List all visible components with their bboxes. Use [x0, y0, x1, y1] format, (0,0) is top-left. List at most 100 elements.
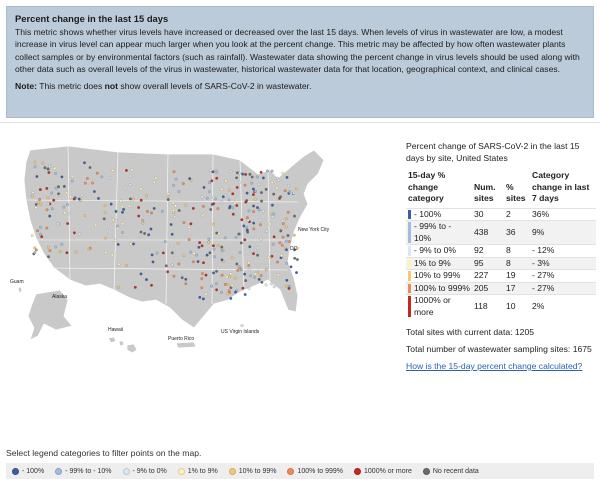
site-dot[interactable] — [187, 225, 191, 229]
site-dot[interactable] — [122, 207, 125, 211]
site-dot[interactable] — [209, 168, 213, 172]
site-dot[interactable] — [121, 222, 124, 226]
us-map[interactable]: New York City DC Guam Alaska Hawaii Puer… — [8, 140, 380, 365]
site-dot[interactable] — [276, 260, 279, 264]
site-dot[interactable] — [200, 272, 204, 275]
site-dot[interactable] — [210, 284, 214, 288]
site-dot[interactable] — [254, 248, 258, 252]
site-dot[interactable] — [265, 229, 269, 233]
site-dot[interactable] — [261, 209, 265, 213]
site-dot[interactable] — [45, 226, 49, 230]
site-dot[interactable] — [209, 208, 213, 211]
site-dot[interactable] — [70, 174, 74, 178]
site-dot[interactable] — [196, 260, 200, 263]
site-dot[interactable] — [60, 242, 64, 246]
site-dot[interactable] — [230, 256, 234, 260]
site-dot[interactable] — [56, 222, 60, 226]
site-dot[interactable] — [54, 172, 57, 175]
site-dot[interactable] — [285, 284, 289, 288]
site-dot[interactable] — [277, 273, 280, 277]
site-dot[interactable] — [94, 223, 98, 227]
site-dot[interactable] — [125, 264, 128, 267]
site-dot[interactable] — [128, 174, 132, 178]
site-dot[interactable] — [295, 271, 298, 275]
site-dot[interactable] — [238, 181, 241, 184]
site-dot[interactable] — [228, 204, 232, 208]
site-dot[interactable] — [72, 231, 76, 235]
site-dot[interactable] — [210, 179, 214, 183]
site-dot[interactable] — [150, 283, 153, 287]
site-dot[interactable] — [212, 247, 216, 251]
site-dot[interactable] — [217, 232, 221, 235]
site-dot[interactable] — [171, 201, 175, 205]
site-dot[interactable] — [248, 172, 252, 176]
site-dot[interactable] — [54, 245, 58, 249]
site-dot[interactable] — [53, 167, 56, 171]
site-dot[interactable] — [280, 243, 284, 247]
site-dot[interactable] — [283, 189, 287, 193]
site-dot[interactable] — [102, 217, 106, 221]
site-dot[interactable] — [143, 231, 147, 235]
site-dot[interactable] — [30, 194, 34, 198]
site-dot[interactable] — [220, 258, 224, 262]
site-dot[interactable] — [188, 177, 192, 180]
site-dot[interactable] — [289, 265, 293, 269]
site-dot[interactable] — [146, 209, 149, 213]
site-dot[interactable] — [31, 191, 35, 194]
site-dot[interactable] — [245, 191, 249, 195]
site-dot[interactable] — [239, 241, 243, 245]
site-dot[interactable] — [187, 238, 191, 241]
site-dot[interactable] — [177, 190, 181, 193]
site-dot[interactable] — [69, 195, 72, 199]
site-dot[interactable] — [245, 228, 249, 232]
site-dot[interactable] — [77, 197, 81, 201]
site-dot[interactable] — [191, 206, 195, 210]
site-dot[interactable] — [141, 218, 145, 222]
site-dot[interactable] — [191, 260, 195, 264]
site-dot[interactable] — [52, 198, 56, 202]
site-dot[interactable] — [48, 249, 52, 252]
site-dot[interactable] — [243, 183, 247, 187]
site-dot[interactable] — [33, 246, 37, 250]
site-dot[interactable] — [177, 209, 181, 212]
site-dot[interactable] — [295, 187, 298, 191]
site-dot[interactable] — [275, 186, 279, 190]
site-dot[interactable] — [234, 290, 237, 294]
site-dot[interactable] — [255, 175, 259, 179]
site-dot[interactable] — [133, 285, 137, 289]
site-dot[interactable] — [41, 161, 45, 165]
site-dot[interactable] — [226, 283, 230, 286]
site-dot[interactable] — [163, 240, 167, 243]
site-dot[interactable] — [247, 264, 251, 267]
site-dot[interactable] — [34, 248, 38, 252]
site-dot[interactable] — [256, 246, 259, 250]
site-dot[interactable] — [296, 258, 299, 261]
site-dot[interactable] — [231, 192, 235, 196]
site-dot[interactable] — [215, 269, 218, 273]
site-dot[interactable] — [45, 208, 49, 212]
site-dot[interactable] — [149, 227, 153, 231]
site-dot[interactable] — [200, 214, 204, 217]
site-dot[interactable] — [216, 207, 220, 210]
site-dot[interactable] — [85, 177, 89, 180]
site-dot[interactable] — [170, 263, 174, 267]
site-dot[interactable] — [152, 206, 156, 210]
site-dot[interactable] — [243, 272, 247, 276]
site-dot[interactable] — [272, 285, 276, 289]
site-dot[interactable] — [264, 283, 268, 287]
site-dot[interactable] — [252, 204, 255, 208]
site-dot[interactable] — [256, 253, 260, 257]
site-dot[interactable] — [192, 251, 196, 255]
site-dot[interactable] — [216, 244, 220, 247]
site-dot[interactable] — [215, 231, 219, 235]
site-dot[interactable] — [250, 181, 254, 185]
site-dot[interactable] — [216, 266, 220, 270]
site-dot[interactable] — [184, 203, 188, 207]
site-dot[interactable] — [278, 241, 282, 245]
site-dot[interactable] — [221, 195, 225, 199]
site-dot[interactable] — [68, 212, 71, 216]
site-dot[interactable] — [167, 192, 171, 196]
site-dot[interactable] — [213, 255, 217, 259]
site-dot[interactable] — [83, 214, 87, 217]
site-dot[interactable] — [220, 187, 224, 191]
